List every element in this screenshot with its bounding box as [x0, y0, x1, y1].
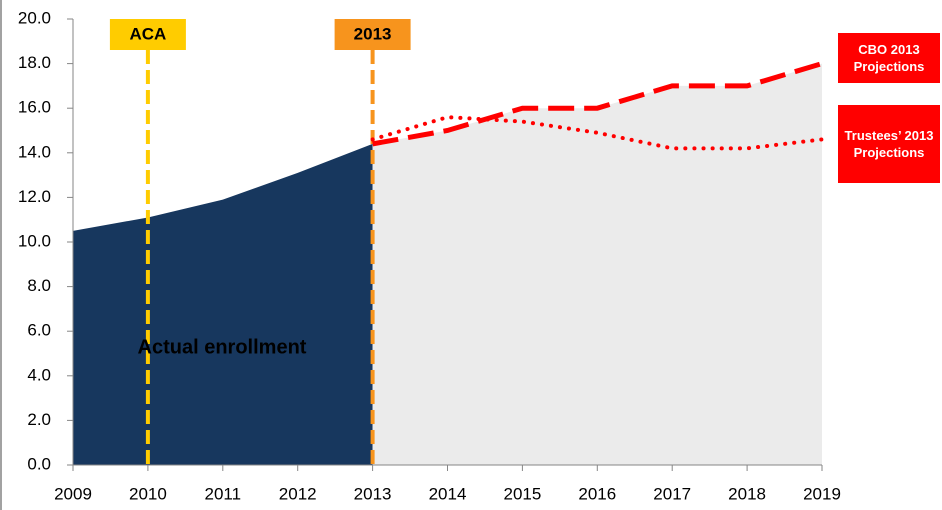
y-tick-label: 4.0	[27, 365, 51, 384]
x-tick-label: 2010	[129, 484, 167, 503]
marker-box	[109, 19, 186, 50]
x-tick-label: 2017	[653, 484, 691, 503]
y-tick-label: 10.0	[18, 231, 51, 250]
y-tick-label: 18.0	[18, 53, 51, 72]
marker-box	[334, 19, 411, 50]
marker-label: ACA	[129, 24, 166, 43]
x-tick-label: 2016	[578, 484, 616, 503]
x-tick-label: 2013	[354, 484, 392, 503]
x-tick-label: 2012	[279, 484, 317, 503]
y-tick-label: 12.0	[18, 187, 51, 206]
y-tick-label: 16.0	[18, 98, 51, 117]
x-tick-label: 2014	[429, 484, 467, 503]
marker-label: 2013	[354, 24, 392, 43]
y-tick-label: 8.0	[27, 276, 51, 295]
line	[370, 115, 824, 151]
x-tick-label: 2019	[803, 484, 841, 503]
line	[372, 61, 823, 147]
x-tick-label: 2018	[728, 484, 766, 503]
y-tick-label: 14.0	[18, 142, 51, 161]
x-tick-label: 2015	[503, 484, 541, 503]
area	[73, 143, 373, 465]
legend-cbo: CBO 2013 Projections	[838, 33, 940, 83]
y-tick-label: 6.0	[27, 321, 51, 340]
area	[372, 63, 822, 465]
y-tick-label: 0.0	[27, 454, 51, 473]
y-tick-label: 2.0	[27, 410, 51, 429]
y-tick-label: 20.0	[18, 8, 51, 27]
area-label: Actual enrollment	[138, 336, 307, 358]
x-tick-label: 2009	[54, 484, 92, 503]
legend-trustees: Trustees’ 2013 Projections	[838, 105, 940, 183]
x-tick-label: 2011	[205, 484, 242, 503]
